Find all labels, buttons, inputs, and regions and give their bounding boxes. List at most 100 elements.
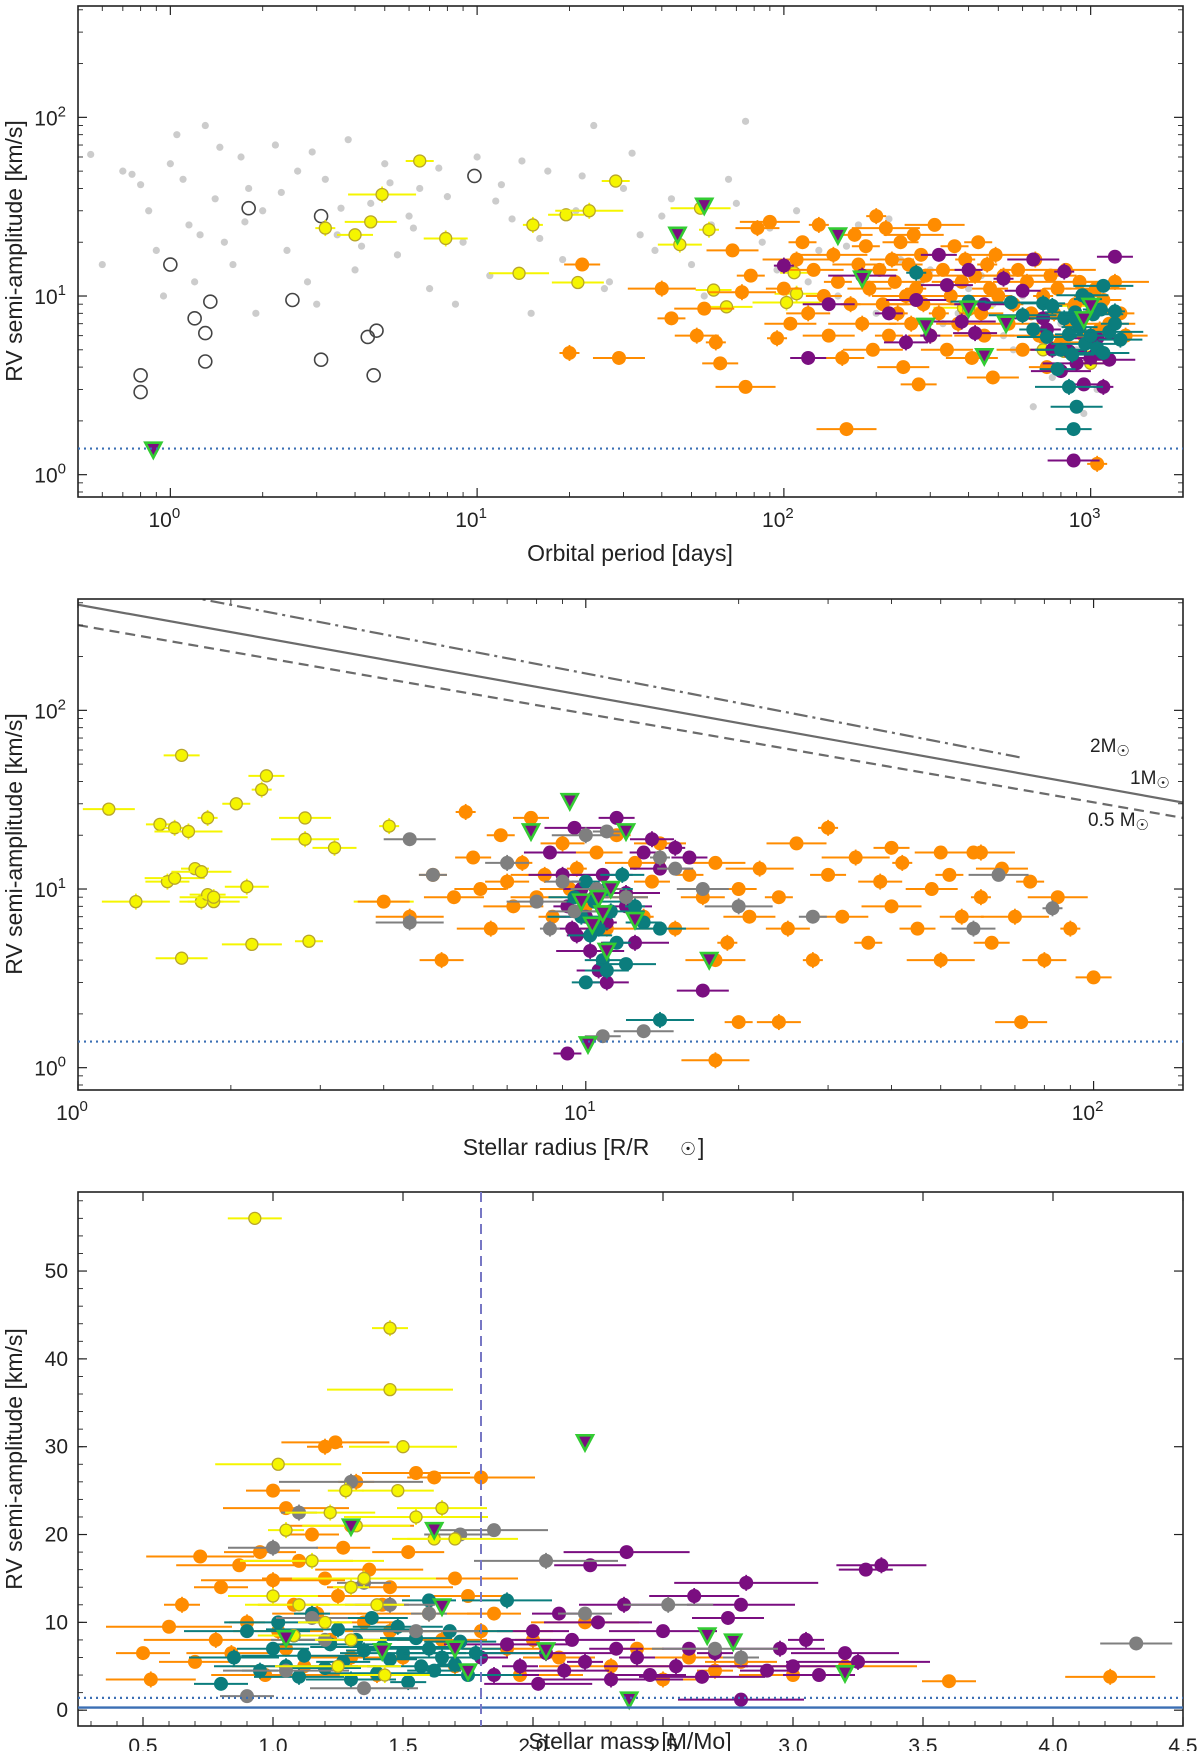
point-teal xyxy=(628,899,643,914)
point-gray-dot xyxy=(159,292,168,300)
point-orange xyxy=(911,377,926,392)
point-gray-dot xyxy=(344,136,352,144)
point-gray xyxy=(731,899,746,914)
point-gray-dot xyxy=(1080,409,1088,418)
xlabel-bracket: ] xyxy=(698,1134,704,1160)
point-triangle xyxy=(431,1598,453,1618)
point-orange xyxy=(1050,890,1065,905)
tick-label: 101 xyxy=(455,505,487,532)
point-yellow xyxy=(167,871,182,885)
point-orange xyxy=(162,1619,176,1634)
point-open-circle xyxy=(366,367,381,383)
point-gray-dot xyxy=(842,242,851,250)
point-gray-dot xyxy=(393,251,402,259)
point-teal xyxy=(448,1657,462,1672)
tick-label: 102 xyxy=(1072,1098,1104,1125)
point-orange xyxy=(1103,1669,1118,1684)
point-purple xyxy=(801,350,816,365)
point-gray xyxy=(266,1540,280,1555)
point-orange xyxy=(446,890,461,905)
point-triangle xyxy=(592,905,613,925)
point-gray xyxy=(402,832,417,847)
point-gray-dot xyxy=(98,260,106,269)
point-orange xyxy=(909,281,924,296)
point-orange xyxy=(708,335,723,350)
point-gray-dot xyxy=(578,172,586,180)
point-yellow xyxy=(266,1589,280,1603)
point-triangle xyxy=(1080,297,1101,317)
point-orange xyxy=(821,867,836,882)
point-gray xyxy=(357,1681,371,1696)
point-triangle xyxy=(340,1518,362,1538)
point-orange xyxy=(776,281,791,296)
point-gray-dot xyxy=(201,121,209,130)
point-yellow xyxy=(571,275,585,290)
point-purple xyxy=(776,258,791,273)
point-triangle xyxy=(723,1633,744,1653)
point-yellow xyxy=(245,937,259,952)
point-orange xyxy=(208,1632,223,1647)
point-gray-dot xyxy=(166,160,174,168)
point-purple xyxy=(599,975,614,990)
point-gray-dot xyxy=(815,246,823,255)
point-orange xyxy=(611,350,626,365)
point-gray-dot xyxy=(741,117,750,125)
point-teal xyxy=(1093,302,1108,317)
point-gray-dot xyxy=(277,188,285,197)
point-orange xyxy=(506,899,521,914)
point-orange xyxy=(783,316,798,331)
point-triangle xyxy=(559,792,580,812)
tick-label: 4.5 xyxy=(1168,1735,1197,1751)
point-triangle xyxy=(1073,311,1094,331)
point-purple xyxy=(619,1545,634,1560)
tick-label: 102 xyxy=(34,103,66,130)
point-yellow xyxy=(102,802,116,816)
point-yellow xyxy=(200,811,215,825)
tick-label: 0 xyxy=(56,1699,68,1722)
point-teal xyxy=(578,975,593,990)
point-orange xyxy=(806,262,821,277)
point-orange xyxy=(466,850,481,865)
point-orange xyxy=(924,882,939,897)
point-orange xyxy=(682,867,697,882)
point-purple xyxy=(695,983,710,998)
point-yellow xyxy=(448,1532,462,1546)
tick-label: 100 xyxy=(148,505,180,532)
point-orange xyxy=(434,953,449,968)
point-purple xyxy=(636,845,651,860)
point-purple xyxy=(812,1668,826,1683)
point-orange xyxy=(725,243,740,258)
point-orange xyxy=(731,882,746,897)
point-gray-dot xyxy=(337,204,345,212)
point-orange xyxy=(664,311,679,326)
point-orange xyxy=(855,316,870,331)
point-yellow xyxy=(344,1580,358,1594)
point-yellow xyxy=(318,1615,332,1630)
point-gray xyxy=(695,882,710,897)
point-triangle xyxy=(372,1643,393,1663)
point-purple xyxy=(643,1668,657,1683)
point-orange xyxy=(336,1540,351,1555)
point-gray xyxy=(966,921,981,936)
point-teal xyxy=(292,1669,306,1684)
point-orange xyxy=(214,1580,228,1595)
point-purple xyxy=(968,326,983,341)
point-orange xyxy=(884,899,899,914)
point-gray-dot xyxy=(229,260,237,269)
point-yellow xyxy=(382,819,396,833)
point-gray xyxy=(618,890,633,905)
point-teal xyxy=(615,867,630,882)
point-teal xyxy=(468,1646,483,1661)
point-orange xyxy=(1086,970,1101,985)
point-gray xyxy=(578,828,593,843)
point-gray-dot xyxy=(600,285,609,293)
point-orange xyxy=(644,874,659,889)
point-yellow xyxy=(323,1505,337,1520)
point-gray-dot xyxy=(313,300,321,308)
point-orange xyxy=(805,953,820,968)
point-gray-dot xyxy=(527,309,535,317)
point-orange xyxy=(697,301,712,316)
point-gray-dot xyxy=(303,278,312,286)
point-gray-dot xyxy=(137,181,145,189)
